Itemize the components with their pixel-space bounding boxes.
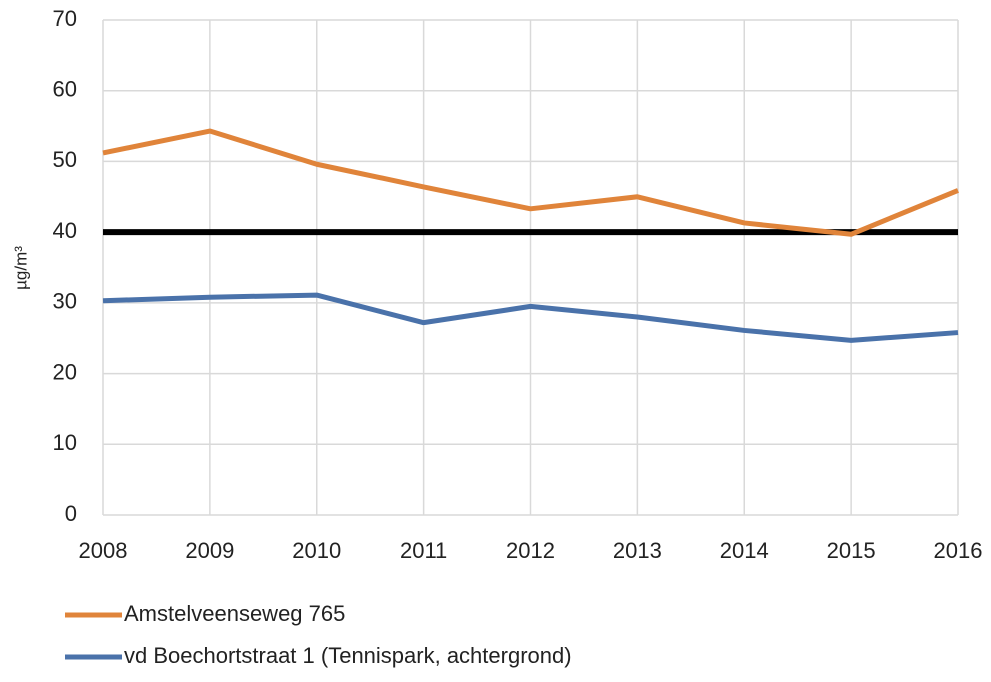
x-tick-label: 2013 [613, 538, 662, 563]
y-tick-label: 70 [53, 6, 77, 31]
y-tick-label: 0 [65, 501, 77, 526]
x-tick-label: 2011 [400, 538, 447, 563]
x-tick-label: 2015 [827, 538, 876, 563]
x-tick-label: 2010 [292, 538, 341, 563]
legend-label: vd Boechortstraat 1 (Tennispark, achterg… [124, 643, 572, 668]
data-line [102, 292, 959, 343]
y-tick-label: 50 [53, 147, 77, 172]
y-tick-label: 10 [53, 430, 77, 455]
x-tick-label: 2014 [720, 538, 769, 563]
x-tick-label: 2009 [185, 538, 234, 563]
x-tick-label: 2008 [79, 538, 128, 563]
y-tick-label: 40 [53, 218, 77, 243]
x-tick-label: 2012 [506, 538, 555, 563]
y-tick-label: 30 [53, 289, 77, 314]
y-axis-label: µg/m³ [11, 246, 30, 290]
legend-label: Amstelveenseweg 765 [124, 601, 345, 626]
x-tick-label: 2016 [934, 538, 983, 563]
data-line [102, 128, 959, 237]
y-tick-label: 20 [53, 359, 77, 384]
y-tick-label: 60 [53, 77, 77, 102]
